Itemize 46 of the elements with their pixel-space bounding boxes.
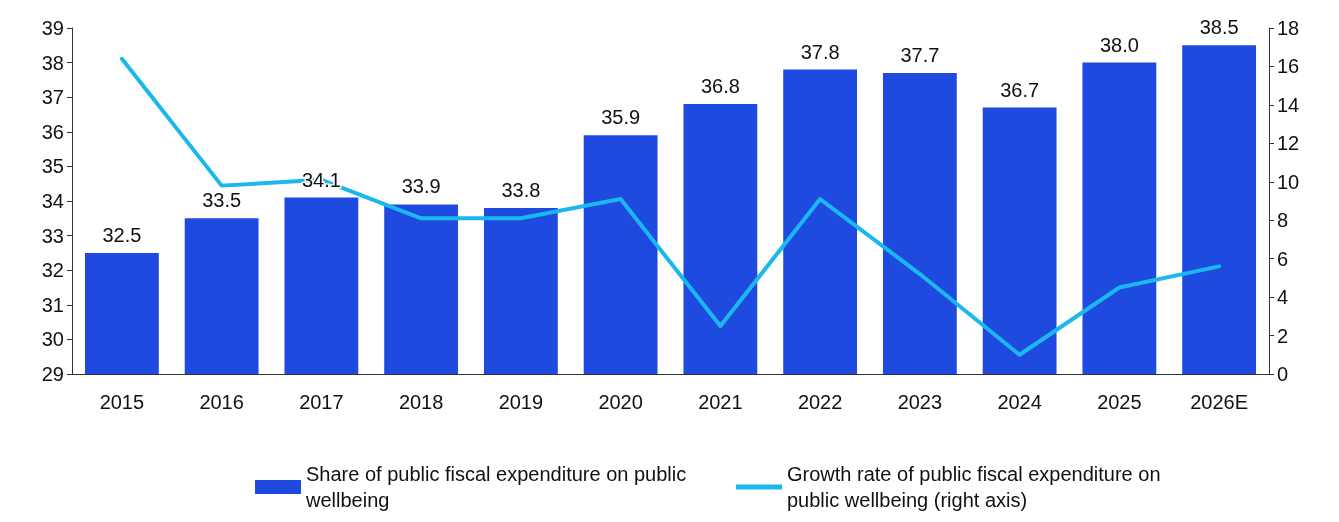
x-tick-label: 2023: [897, 391, 943, 413]
y-tick-label: 30: [41, 328, 64, 351]
y-tick-label: 33: [41, 224, 64, 247]
data-label: 33.9: [401, 175, 441, 198]
x-tick-label: 2021: [698, 391, 743, 413]
y-tick-label: 31: [41, 293, 64, 316]
y2-tick-label: 12: [1277, 132, 1300, 155]
y2-tick-label: 4: [1277, 286, 1289, 309]
x-tick-label: 2026E: [1190, 391, 1249, 413]
y-tick-label: 36: [41, 120, 64, 143]
x-tick-label: 2024: [997, 391, 1042, 413]
y-tick-label: 29: [41, 363, 64, 385]
y2-tick-label: 10: [1277, 170, 1300, 193]
y-tick-label: 37: [41, 86, 64, 109]
data-label: 35.9: [601, 106, 641, 129]
x-tick-label: 2016: [199, 391, 244, 413]
data-label: 36.8: [700, 75, 740, 98]
y-tick-label: 32: [41, 259, 64, 282]
x-tick-label: 2020: [598, 391, 643, 413]
y-tick-label: 39: [41, 17, 64, 39]
x-tick-label: 2025: [1097, 391, 1142, 413]
y2-tick-label: 6: [1277, 247, 1289, 270]
data-label: 37.8: [800, 40, 840, 63]
data-label: 38.5: [1199, 16, 1239, 39]
y2-tick-label: 2: [1277, 324, 1289, 347]
data-label: 33.5: [202, 189, 242, 212]
x-tick-label: 2022: [797, 391, 843, 413]
y-tick-label: 34: [41, 190, 64, 212]
y2-tick-label: 18: [1277, 17, 1300, 39]
data-label: 32.5: [102, 223, 142, 246]
data-label: 33.8: [501, 178, 541, 201]
y2-tick-label: 0: [1277, 363, 1289, 385]
y2-tick-label: 14: [1277, 93, 1300, 116]
x-tick-label: 2017: [299, 391, 344, 413]
x-tick-label: 2019: [498, 391, 544, 413]
legend-label: Share of public fiscal expenditure on public wellbeing: [305, 463, 692, 511]
data-label: 37.7: [900, 43, 940, 66]
x-tick-label: 2015: [99, 391, 145, 413]
y-tick-label: 35: [41, 155, 64, 178]
data-label: 36.7: [1000, 78, 1040, 101]
legend-label: Growth rate of public fiscal expenditure on public wellbeing (right axis): [787, 463, 1167, 511]
y2-tick-label: 8: [1277, 209, 1289, 232]
data-label: 38.0: [1099, 33, 1139, 56]
x-tick-label: 2018: [398, 391, 444, 413]
y2-tick-label: 16: [1277, 55, 1300, 78]
y-tick-label: 38: [41, 51, 64, 74]
